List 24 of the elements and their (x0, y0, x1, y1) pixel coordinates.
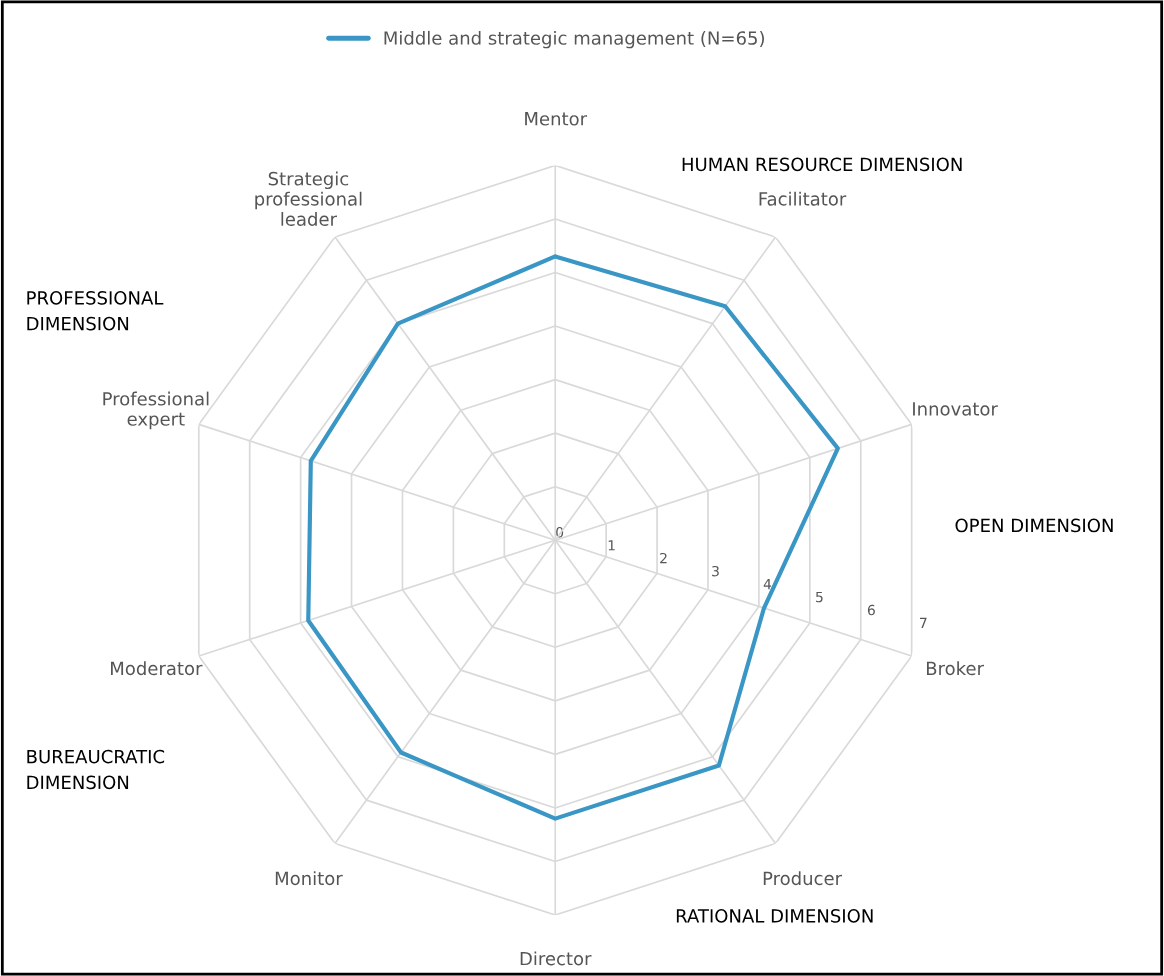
spoke-label: Moderator (111, 661, 203, 676)
y-tick-label: 2 (660, 552, 667, 564)
spoke-label: Professional expert (103, 391, 209, 430)
y-tick-label: 1 (608, 540, 615, 551)
spoke-label: Mentor (525, 112, 588, 126)
text: RATIONAL DIMENSION (676, 909, 873, 923)
text: HUMAN RESOURCE DIMENSION (682, 157, 962, 172)
y-tick-label: 3 (712, 565, 719, 577)
spoke-label: Strategic professional leader (255, 171, 362, 226)
spoke-label: Facilitator (759, 191, 847, 206)
text: OPEN DIMENSION (955, 518, 1113, 533)
y-tick-label: 4 (763, 579, 772, 590)
legend-label: Middle and strategic management (N=65) (384, 30, 764, 49)
y-tick-label: 5 (816, 591, 823, 603)
spoke-label: Director (520, 951, 592, 966)
spoke-label: Innovator (913, 402, 998, 416)
spoke-label: Producer (763, 871, 843, 886)
text: PROFESSIONAL DIMENSION (27, 291, 164, 331)
y-tick-label: 7 (920, 617, 927, 628)
y-tick-label: 6 (867, 604, 875, 616)
spoke-label: Broker (926, 661, 984, 676)
text: BUREAUCRATIC DIMENSION (27, 749, 165, 790)
y-tick-label: 0 (556, 527, 564, 538)
spoke-label: Monitor (275, 871, 343, 886)
